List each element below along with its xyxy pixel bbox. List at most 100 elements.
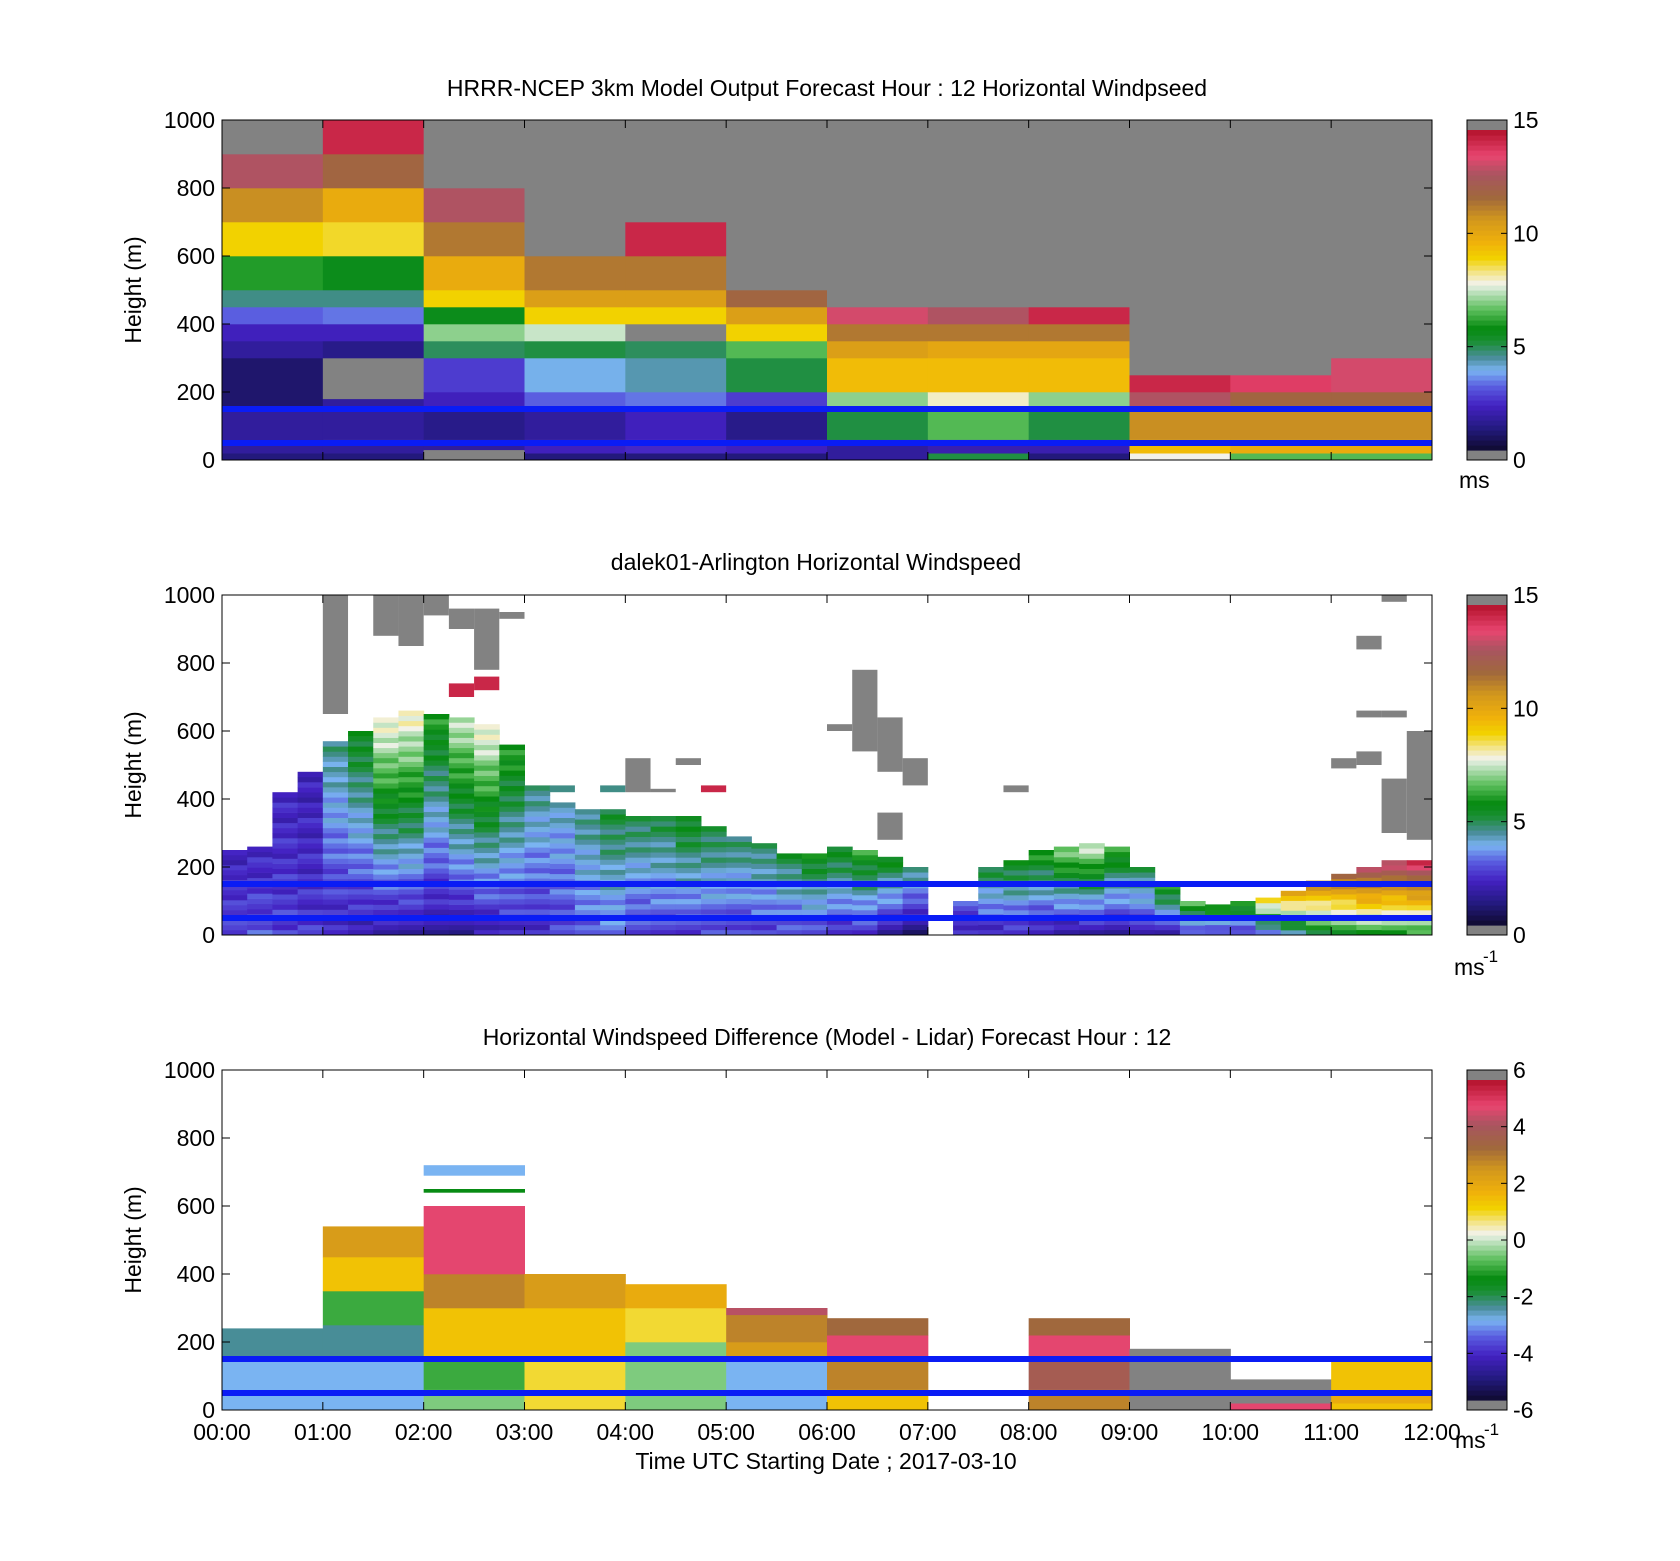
heatmap-cell [373,788,399,794]
heatmap-cell [902,872,929,878]
colorbar-swatch [1467,665,1507,671]
heatmap-cell [348,848,374,854]
heatmap-cell [398,827,425,834]
heatmap-cell [448,874,475,880]
heatmap-cell [474,755,500,761]
heatmap-cell [297,802,324,808]
heatmap-cell [600,929,626,936]
colorbar-frame [1466,594,1508,936]
heatmap-cell [348,838,374,844]
colorbar-swatch [1467,1310,1507,1316]
colorbar-swatch [1467,1265,1507,1271]
heatmap-cell [625,862,652,869]
heatmap-cell [348,797,374,803]
heatmap-cell [1028,905,1055,911]
heatmap-cell [474,729,500,735]
heatmap-cell [373,803,399,809]
heatmap-cell [322,833,349,839]
heatmap-cell [600,819,626,825]
heatmap-cell [1255,897,1282,904]
heatmap-cell [423,1359,525,1390]
heatmap-cell [1028,409,1130,440]
colorbar-swatch [1467,1325,1507,1331]
heatmap-cell [448,773,475,779]
heatmap-cell [600,785,626,793]
heatmap-cell [322,358,425,400]
colorbar-swatch [1467,345,1507,351]
heatmap-cell [348,929,374,936]
heatmap-cell [902,924,929,931]
heatmap-cell [348,746,374,752]
heatmap-cell [423,714,450,720]
heatmap-cell [524,924,551,931]
colorbar-swatch [1467,1205,1507,1211]
heatmap-cell [927,392,1030,410]
heatmap-cell [423,868,450,874]
heatmap-cell [222,154,324,189]
heatmap-cell [448,798,475,804]
heatmap-cell [1331,1359,1433,1390]
heatmap-cell [423,1165,525,1176]
heatmap-cell [574,809,601,815]
heatmap-cell [423,919,450,926]
colorbar-underflow [1467,1400,1507,1410]
heatmap-cell [625,929,652,936]
heatmap-cell [726,862,752,868]
colorbar-tick-label: 0 [1513,447,1526,473]
heatmap-cell [524,888,551,895]
heatmap-cell [776,858,803,864]
heatmap-cell [574,874,601,880]
heatmap-cell [1255,918,1282,925]
heatmap-cell [1104,846,1130,853]
heatmap-cell [423,832,450,838]
heatmap-cell [1280,930,1307,936]
heatmap-cell [625,1342,727,1360]
heatmap-cell [675,852,702,858]
colorbar-swatch [1467,280,1507,286]
heatmap-cell [474,816,500,823]
heatmap-cell [675,847,702,853]
heatmap-cell [625,222,727,257]
heatmap-cell [726,919,752,925]
heatmap-cell [625,453,727,461]
heatmap-cell [373,929,399,936]
heatmap-cell [1381,885,1408,891]
heatmap-cell [423,307,525,325]
heatmap-cell [272,929,299,936]
colorbar-swatch [1467,1340,1507,1346]
heatmap-cell [625,290,727,308]
heatmap-cell [1079,843,1105,849]
heatmap-cell [852,890,878,896]
heatmap-cell [448,828,475,835]
heatmap-cell [474,775,500,782]
heatmap-cell [650,909,677,915]
heatmap-cell [1028,885,1055,891]
heatmap-cell [978,887,1004,894]
heatmap-cell [1028,358,1130,393]
heatmap-cell [600,839,626,845]
colorbar-swatch [1467,295,1507,301]
heatmap-cell [927,120,1030,308]
heatmap-cell [549,868,576,875]
colorbar-swatch [1467,860,1507,866]
heatmap-cell [1305,910,1332,916]
heatmap-cell [297,909,324,915]
heatmap-cell [348,771,374,778]
heatmap-cell [1331,929,1357,936]
heatmap-cell [322,1325,425,1360]
heatmap-cell [448,889,475,895]
heatmap-cell [1406,731,1432,840]
heatmap-cell [902,867,929,873]
heatmap-cell [549,894,576,900]
heatmap-cell [247,872,273,879]
heatmap-cell [499,837,525,843]
heatmap-cell [877,812,903,840]
heatmap-cell [625,392,727,410]
heatmap-cell [650,841,677,848]
heatmap-cell [852,910,878,916]
heatmap-cell [423,801,450,807]
heatmap-cell [700,909,727,915]
heatmap-cell [322,1359,425,1411]
colorbar-swatch [1467,1365,1507,1371]
heatmap-cell [600,864,626,870]
